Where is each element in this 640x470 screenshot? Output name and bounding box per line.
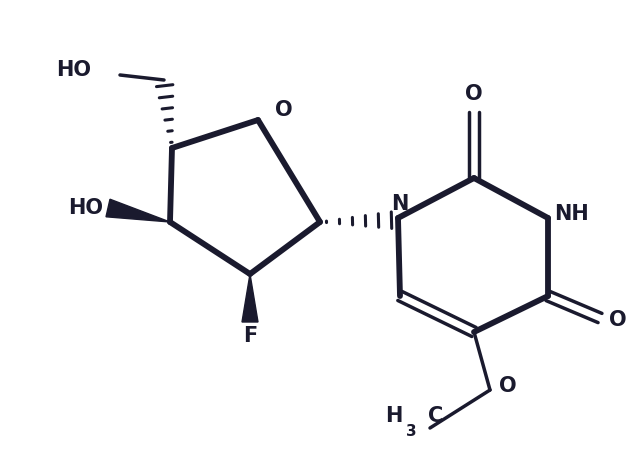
Text: H: H (385, 406, 402, 426)
Text: C: C (428, 406, 444, 426)
Text: 3: 3 (406, 424, 417, 439)
Text: N: N (391, 194, 409, 214)
Text: O: O (609, 310, 627, 330)
Polygon shape (106, 199, 170, 222)
Text: O: O (465, 84, 483, 104)
Polygon shape (242, 274, 258, 322)
Text: HO: HO (56, 60, 92, 80)
Text: O: O (275, 100, 293, 120)
Text: F: F (243, 326, 257, 346)
Text: NH: NH (555, 204, 589, 224)
Text: HO: HO (68, 198, 104, 218)
Text: O: O (499, 376, 517, 396)
